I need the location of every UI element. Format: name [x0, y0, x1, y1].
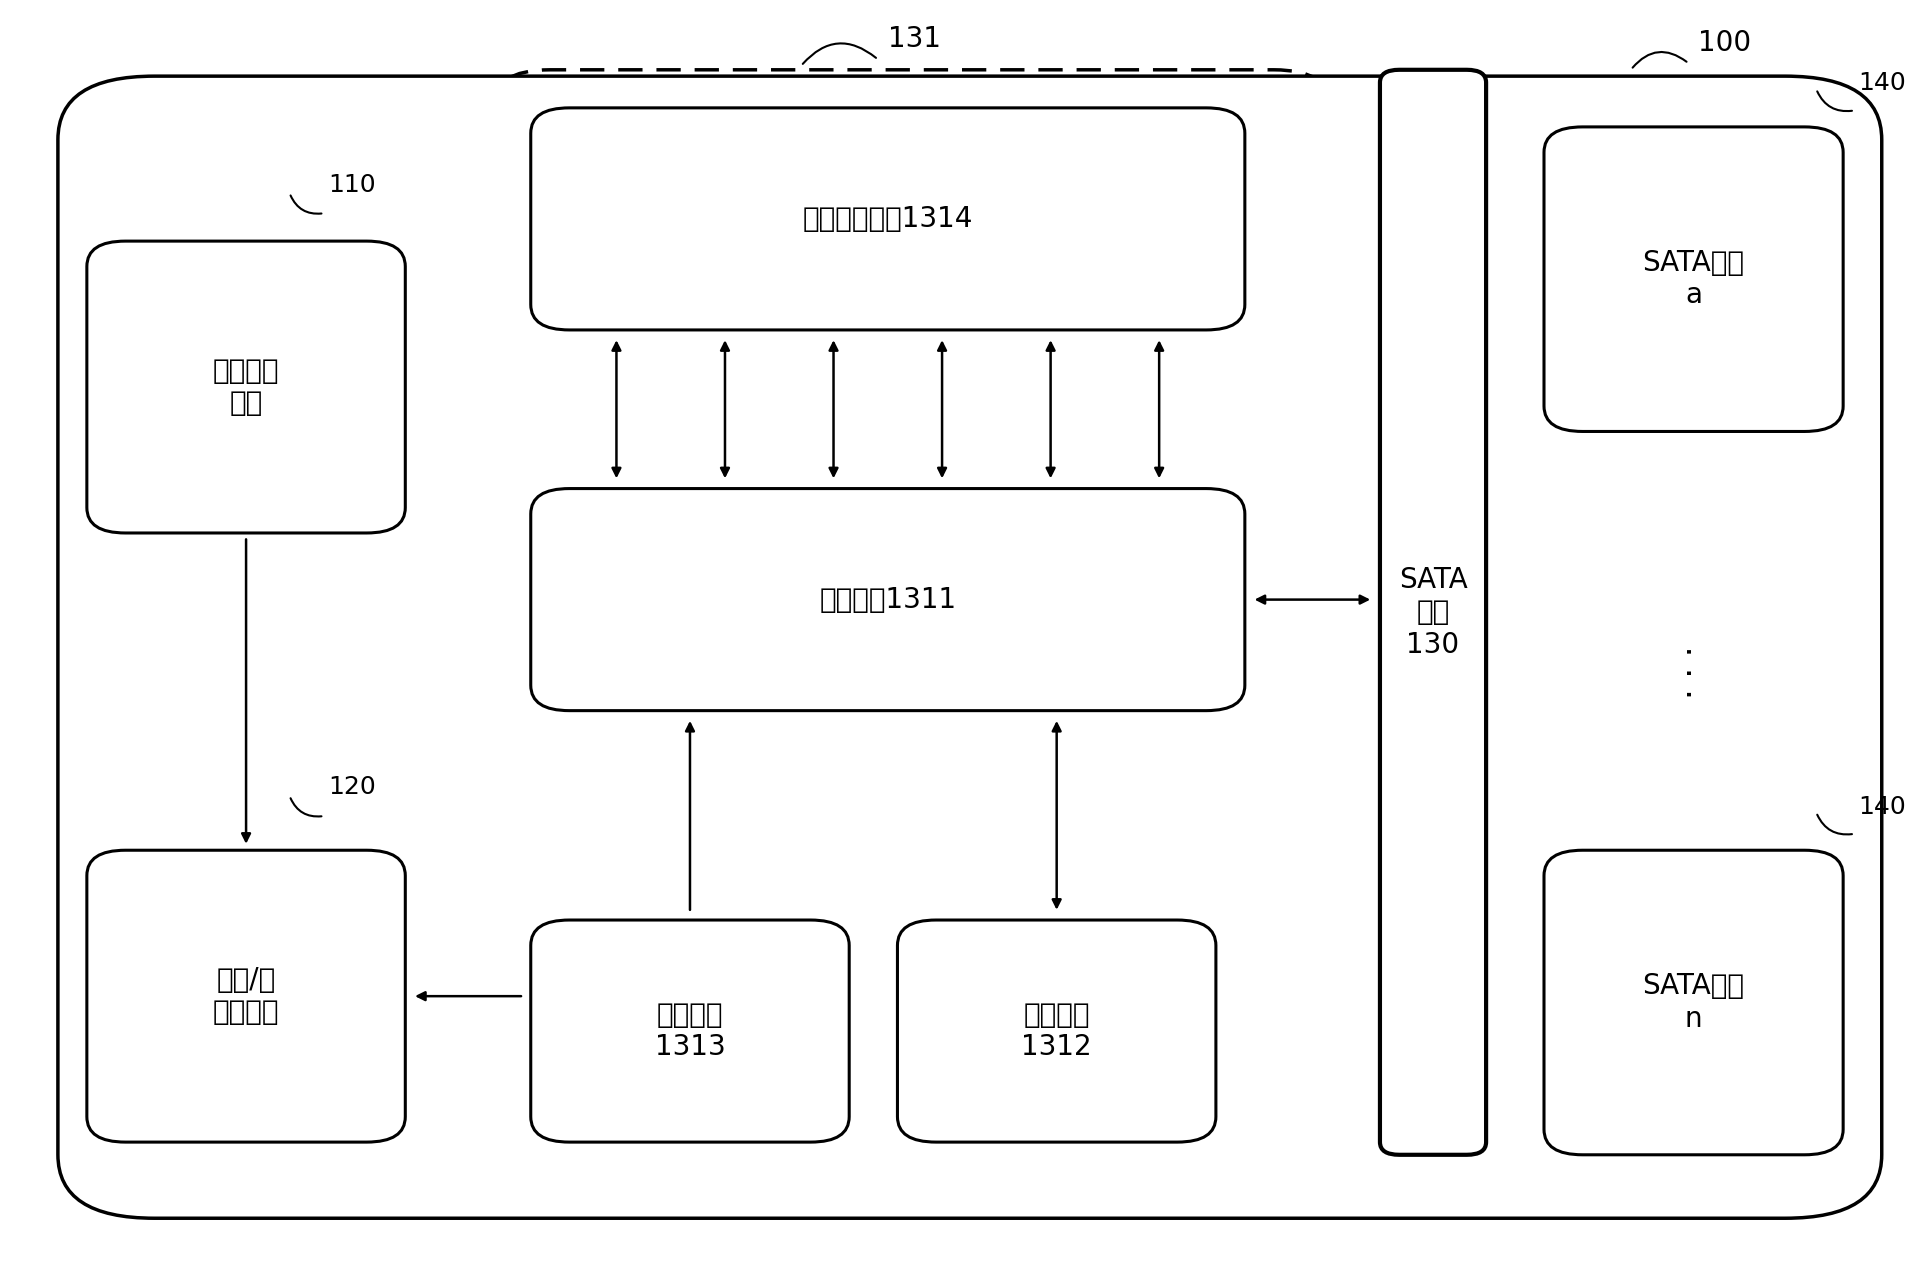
FancyBboxPatch shape	[531, 920, 849, 1142]
Text: SATA硬盘
a: SATA硬盘 a	[1642, 249, 1745, 310]
Text: 中央处理
单元: 中央处理 单元	[212, 357, 280, 418]
Text: 140: 140	[1859, 71, 1907, 95]
Text: 监控单元1311: 监控单元1311	[818, 585, 957, 614]
FancyBboxPatch shape	[1544, 850, 1843, 1155]
Text: 输出/入
控制单元: 输出/入 控制单元	[212, 966, 280, 1027]
FancyBboxPatch shape	[531, 489, 1245, 711]
Text: 120: 120	[328, 775, 376, 799]
FancyBboxPatch shape	[897, 920, 1216, 1142]
FancyBboxPatch shape	[58, 76, 1882, 1218]
Text: · · ·: · · ·	[1675, 646, 1710, 699]
Text: 灯号显示单元1314: 灯号显示单元1314	[803, 204, 973, 233]
Text: 通讯接口
1313: 通讯接口 1313	[654, 1001, 726, 1061]
FancyBboxPatch shape	[87, 241, 405, 533]
Text: 140: 140	[1859, 794, 1907, 819]
Text: 110: 110	[328, 173, 376, 197]
Text: SATA
背板
130: SATA 背板 130	[1399, 566, 1467, 659]
Text: 100: 100	[1698, 29, 1752, 57]
Text: 储存单元
1312: 储存单元 1312	[1021, 1001, 1092, 1061]
FancyBboxPatch shape	[1544, 127, 1843, 431]
Text: SATA硬盘
n: SATA硬盘 n	[1642, 972, 1745, 1033]
FancyBboxPatch shape	[531, 108, 1245, 330]
FancyBboxPatch shape	[87, 850, 405, 1142]
Text: 131: 131	[888, 25, 940, 53]
FancyBboxPatch shape	[492, 70, 1332, 1155]
FancyBboxPatch shape	[1380, 70, 1486, 1155]
